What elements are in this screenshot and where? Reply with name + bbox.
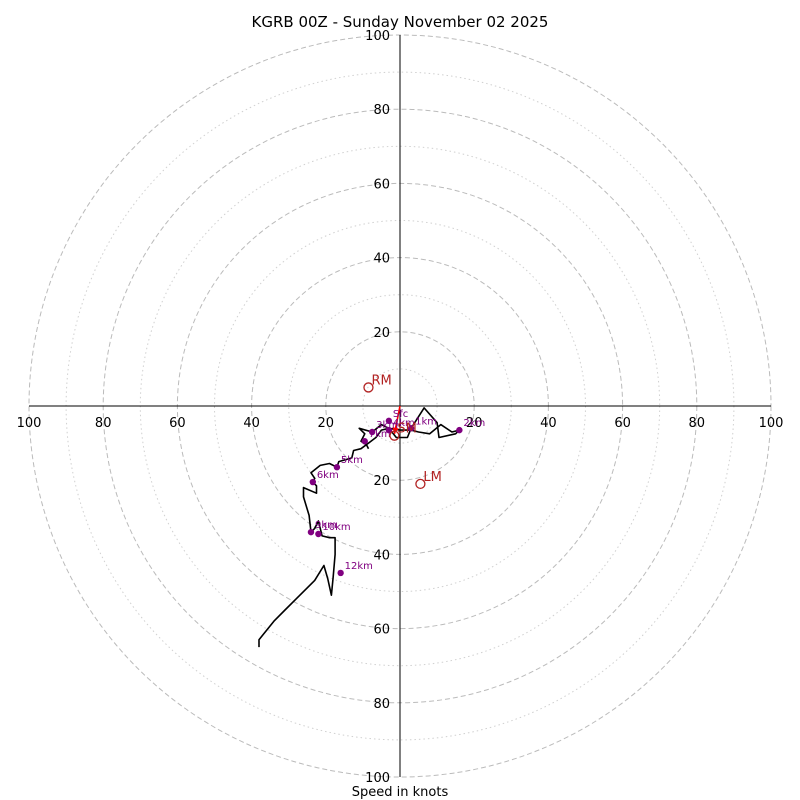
x-tick-pos-40: 40: [540, 416, 557, 431]
hodograph-trace: [258, 407, 461, 648]
height-label-12km: 12km: [345, 561, 373, 572]
height-label-10km: 10km: [322, 522, 350, 533]
axis-tick-labels: 20 20 20 20 40 40 40 40 60 60 60 60 80 80 80 80 100 100 10…: [17, 29, 784, 786]
y-tick-neg-100: 100: [365, 771, 390, 786]
x-tick-pos-60: 60: [614, 416, 631, 431]
y-tick-neg-20: 20: [373, 474, 390, 489]
shear-arrow-head-0: [392, 427, 399, 434]
x-tick-neg-80: 80: [95, 416, 112, 431]
height-marker-6km: [309, 478, 317, 486]
height-label-5km: 5km: [341, 455, 363, 466]
x-tick-pos-100: 100: [759, 416, 784, 431]
storm-marker-rm: [363, 382, 374, 393]
height-label-6km: 6km: [317, 470, 339, 481]
height-marker-sfc: [385, 417, 393, 425]
height-label-9km: 9km: [315, 520, 337, 531]
height-label-3km: 3km: [376, 420, 398, 431]
height-label-4km: 4km: [393, 418, 415, 429]
y-tick-pos-80: 80: [373, 103, 390, 118]
x-tick-neg-60: 60: [169, 416, 186, 431]
storm-label-rm: RM: [371, 373, 391, 388]
chart-title: KGRB 00Z - Sunday November 02 2025: [252, 13, 549, 31]
height-label-sfc: Sfc: [393, 409, 408, 420]
height-label-2km: 2km: [463, 418, 485, 429]
y-tick-neg-60: 60: [373, 623, 390, 638]
y-tick-pos-60: 60: [373, 177, 390, 192]
storm-motion-markers: RM LM SM: [363, 373, 442, 490]
height-marker-1km: [407, 425, 415, 432]
height-marker-10km: [315, 530, 322, 538]
storm-marker-sm: [389, 430, 400, 441]
height-marker-5km: [333, 464, 341, 471]
x-axis-label: Speed in knots: [352, 785, 449, 800]
hodograph-line: [258, 407, 461, 648]
shear-arrows: [392, 405, 401, 434]
y-tick-neg-80: 80: [373, 697, 390, 712]
y-tick-pos-20: 20: [373, 326, 390, 341]
x-tick-neg-100: 100: [17, 416, 42, 431]
y-tick-pos-40: 40: [373, 252, 390, 267]
height-label-1km: 1km: [415, 416, 437, 427]
height-marker-12km: [337, 569, 344, 577]
height-marker-2km: [456, 426, 463, 434]
y-tick-pos-100: 100: [365, 29, 390, 44]
storm-label-sm: SM: [397, 422, 416, 437]
height-marker-4km: [385, 426, 393, 434]
height-label-7km: 7km: [369, 429, 391, 440]
storm-label-lm: LM: [423, 470, 441, 485]
height-marker-7km: [361, 438, 368, 445]
storm-marker-lm: [415, 478, 426, 490]
x-tick-pos-20: 20: [466, 416, 483, 431]
x-tick-pos-80: 80: [689, 416, 706, 431]
y-tick-neg-40: 40: [373, 548, 390, 563]
height-marker-3km: [368, 428, 376, 436]
x-tick-neg-40: 40: [243, 416, 260, 431]
height-marker-9km: [307, 528, 315, 536]
x-tick-neg-20: 20: [318, 416, 335, 431]
